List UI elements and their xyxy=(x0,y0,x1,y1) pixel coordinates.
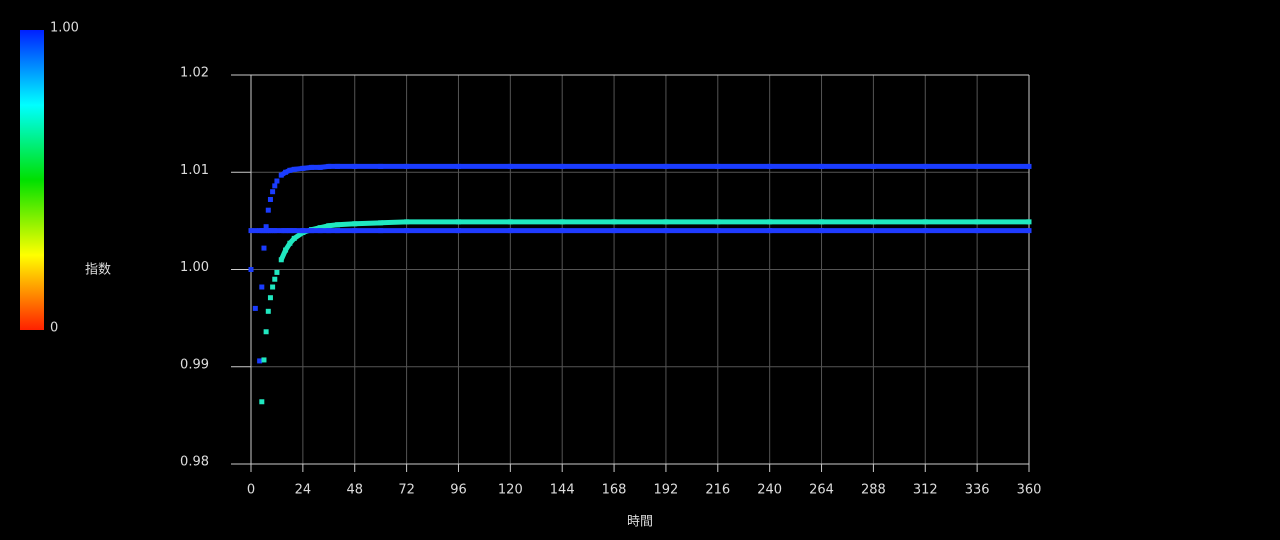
point xyxy=(267,196,273,202)
point xyxy=(274,228,280,234)
x-tick-label: 336 xyxy=(965,483,990,498)
point xyxy=(272,183,278,189)
x-tick-label: 120 xyxy=(498,483,523,498)
point xyxy=(261,357,267,363)
point xyxy=(263,329,269,335)
x-axis-label: 時間 xyxy=(627,515,653,530)
x-tick-label: 168 xyxy=(602,483,627,498)
point xyxy=(263,224,269,230)
x-tick-label: 312 xyxy=(913,483,938,498)
point xyxy=(259,399,265,405)
point xyxy=(252,228,258,234)
colorbar-label: 指数 xyxy=(85,263,111,278)
point xyxy=(267,295,273,301)
x-tick-label: 216 xyxy=(705,483,730,498)
y-tick-label: 0.99 xyxy=(180,357,209,372)
x-tick-label: 264 xyxy=(809,483,834,498)
y-tick-label: 1.00 xyxy=(180,260,209,275)
point xyxy=(274,269,280,275)
x-tick-label: 24 xyxy=(295,483,312,498)
point xyxy=(272,276,278,282)
point xyxy=(270,284,276,290)
colorbar-tick-label: 0 xyxy=(50,321,58,336)
x-tick-label: 144 xyxy=(550,483,575,498)
point xyxy=(265,207,271,213)
point xyxy=(261,245,267,251)
point xyxy=(274,178,280,184)
point xyxy=(248,228,254,234)
point xyxy=(270,189,276,195)
x-tick-label: 96 xyxy=(450,483,467,498)
x-tick-label: 360 xyxy=(1017,483,1042,498)
x-tick-label: 240 xyxy=(757,483,782,498)
colorbar xyxy=(20,30,44,330)
x-tick-label: 192 xyxy=(654,483,679,498)
point xyxy=(252,305,258,311)
point xyxy=(265,308,271,314)
y-tick-label: 1.02 xyxy=(180,66,209,81)
colorbar-tick-label: 1.00 xyxy=(50,21,79,36)
point xyxy=(257,358,263,364)
point-trail xyxy=(279,163,1029,178)
point xyxy=(248,267,254,272)
y-tick-label: 0.98 xyxy=(180,455,209,470)
x-tick-label: 48 xyxy=(346,483,363,498)
x-tick-label: 0 xyxy=(247,483,255,498)
x-tick-label: 288 xyxy=(861,483,886,498)
point xyxy=(259,284,265,290)
x-tick-label: 72 xyxy=(398,483,415,498)
y-tick-label: 1.01 xyxy=(180,163,209,178)
point-trail xyxy=(278,219,1029,261)
